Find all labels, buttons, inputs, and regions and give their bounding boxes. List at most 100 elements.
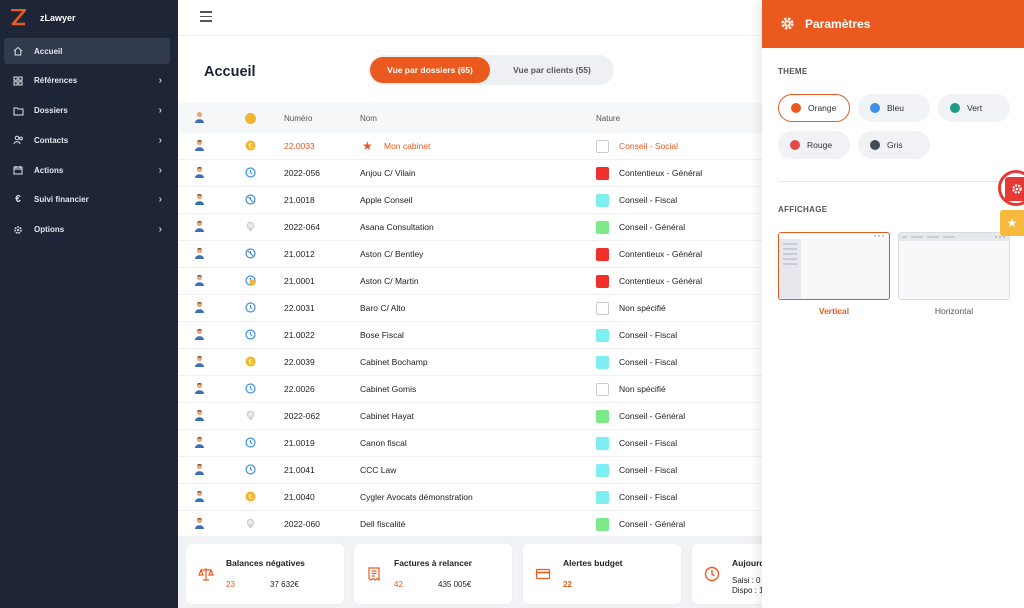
display-section-label: AFFICHAGE (778, 205, 828, 214)
dossier-name[interactable]: Baro C/ Alto (360, 303, 406, 313)
settings-toggle-button[interactable] (998, 170, 1024, 206)
nature-header[interactable]: Nature (596, 113, 621, 123)
dossier-name[interactable]: Bose Fiscal (360, 330, 404, 340)
table-row[interactable]: €22.0033 ★ Mon cabinet Conseil - Social (178, 133, 1024, 160)
brand[interactable]: zLawyer (0, 0, 178, 36)
table-row[interactable]: 21.0022 Bose Fiscal Conseil - Fiscal (178, 322, 1024, 349)
table-row[interactable]: 2022-056 Anjou C/ Vilain Contentieux - Gén… (178, 160, 1024, 187)
theme-label: Orange (808, 103, 837, 113)
dossier-name[interactable]: Aston C/ Bentley (360, 249, 424, 259)
dossier-number: 22.0039 (284, 357, 315, 367)
view-by-clients-button[interactable]: Vue par clients (55) (513, 65, 591, 75)
dossier-name[interactable]: Cabinet Bochamp (360, 357, 428, 367)
table-row[interactable]: 21.0012 Aston C/ Bentley Contentieux - Gén… (178, 241, 1024, 268)
dossier-nature: Contentieux - Général (619, 276, 703, 286)
dossier-name[interactable]: Aston C/ Martin (360, 276, 419, 286)
dossier-name[interactable]: Anjou C/ Vilain (360, 168, 416, 178)
sidebar-item-references[interactable]: Références › (4, 68, 170, 94)
layout-horizontal-thumbnail[interactable] (898, 232, 1010, 300)
user-col-icon[interactable] (194, 111, 205, 125)
negative-balances-card[interactable]: Balances négatives 23 37 632€ (186, 544, 344, 604)
calendar-icon (12, 164, 24, 176)
table-row[interactable]: 22.0026 Cabinet Gomis Non spécifié (178, 376, 1024, 403)
table-row[interactable]: 21.0019 Canon fiscal Conseil - Fiscal (178, 430, 1024, 457)
card-count: 42 (394, 580, 403, 589)
card-title: Balances négatives (226, 558, 305, 568)
theme-vert-button[interactable]: Vert (938, 94, 1010, 122)
dossier-nature: Non spécifié (619, 303, 666, 313)
zlawyer-logo-icon (10, 9, 26, 27)
table-row[interactable]: €22.0039 Cabinet Bochamp Conseil - Fiscal (178, 349, 1024, 376)
clock-state-icon (245, 382, 256, 396)
chevron-right-icon: › (158, 105, 162, 117)
card-line-1: Saisi : 0 (732, 576, 761, 585)
theme-label: Gris (887, 140, 903, 150)
user-icon (194, 166, 205, 180)
dossier-name[interactable]: Cabinet Hayat (360, 411, 414, 421)
invoices-card[interactable]: Factures à relancer 42 435 005€ (354, 544, 512, 604)
sidebar: zLawyer Accueil Références › Dossiers › (0, 0, 178, 608)
chevron-right-icon: › (158, 164, 162, 176)
sidebar-item-contacts[interactable]: Contacts › (4, 127, 170, 153)
table-row[interactable]: 22.0031 Baro C/ Alto Non spécifié (178, 295, 1024, 322)
sidebar-item-dossiers[interactable]: Dossiers › (4, 98, 170, 124)
sidebar-item-actions[interactable]: Actions › (4, 157, 170, 183)
star-icon: ★ (362, 139, 373, 153)
layout-horizontal-label[interactable]: Horizontal (934, 306, 974, 316)
dossier-name[interactable]: Cygler Avocats démonstration (360, 492, 473, 502)
dossier-number: 21.0040 (284, 492, 315, 502)
theme-rouge-button[interactable]: Rouge (778, 131, 850, 159)
card-count: 23 (226, 580, 235, 589)
bulb-state-icon (245, 518, 256, 531)
numero-header[interactable]: Numéro (284, 113, 313, 123)
menu-toggle-icon[interactable] (200, 11, 212, 22)
user-icon (194, 139, 205, 153)
table-row[interactable]: 2022-062 Cabinet Hayat Conseil - Général (178, 403, 1024, 430)
dossier-number: 21.0012 (284, 249, 315, 259)
user-icon (194, 463, 205, 477)
settings-header: Paramètres (762, 0, 1024, 48)
user-icon (194, 382, 205, 396)
theme-bleu-button[interactable]: Bleu (858, 94, 930, 122)
dossier-name[interactable]: Canon fiscal (360, 438, 407, 448)
color-dot (791, 103, 801, 113)
chevron-right-icon: › (158, 75, 162, 87)
nature-color-swatch (596, 409, 609, 423)
budget-alerts-card[interactable]: Alertes budget 22 (523, 544, 681, 604)
state-col-icon[interactable] (245, 112, 256, 124)
view-by-dossiers-button[interactable]: Vue par dossiers (65) (370, 57, 490, 83)
grid-icon (12, 75, 24, 87)
sidebar-item-suivi-financier[interactable]: € Suivi financier › (4, 187, 170, 213)
table-row[interactable]: €21.0040 Cygler Avocats démonstration Cons… (178, 484, 1024, 511)
dossier-name[interactable]: CCC Law (360, 465, 397, 475)
user-icon (194, 247, 205, 261)
dossier-name[interactable]: Cabinet Gomis (360, 384, 417, 394)
bulb-state-icon (245, 410, 256, 423)
sidebar-item-options[interactable]: Options › (4, 217, 170, 243)
nom-header[interactable]: Nom (360, 113, 377, 123)
card-amount: 37 632€ (270, 580, 299, 589)
invoice-icon (366, 566, 382, 582)
card-line-2: Dispo : 1 (732, 586, 764, 595)
dossier-name[interactable]: Mon cabinet (384, 141, 431, 151)
theme-label: Rouge (807, 140, 833, 150)
dossier-nature: Conseil - Général (619, 519, 686, 529)
dossier-name[interactable]: Dell fiscalité (360, 519, 406, 529)
dossier-name[interactable]: Apple Conseil (360, 195, 413, 205)
table-row[interactable]: 21.0001 Aston C/ Martin Contentieux - Géné… (178, 268, 1024, 295)
table-row[interactable]: 2022-064 Asana Consultation Conseil - Géné… (178, 214, 1024, 241)
sidebar-item-accueil[interactable]: Accueil (4, 38, 170, 64)
layout-vertical-thumbnail[interactable] (778, 232, 890, 300)
clock-state-icon (245, 328, 256, 342)
svg-text:€: € (249, 359, 253, 366)
table-row[interactable]: 21.0041 CCC Law Conseil - Fiscal (178, 457, 1024, 484)
table-row[interactable]: 21.0018 Apple Conseil Conseil - Fiscal (178, 187, 1024, 214)
dossier-name[interactable]: Asana Consultation (360, 222, 434, 232)
layout-vertical-label[interactable]: Vertical (818, 306, 850, 316)
favorites-star-icon[interactable]: ★ (1000, 210, 1024, 236)
dossier-number: 22.0026 (284, 384, 315, 394)
clock-state-icon (245, 463, 256, 477)
theme-orange-button[interactable]: Orange (778, 94, 850, 122)
theme-gris-button[interactable]: Gris (858, 131, 930, 159)
dossier-nature: Contentieux - Général (619, 168, 703, 178)
